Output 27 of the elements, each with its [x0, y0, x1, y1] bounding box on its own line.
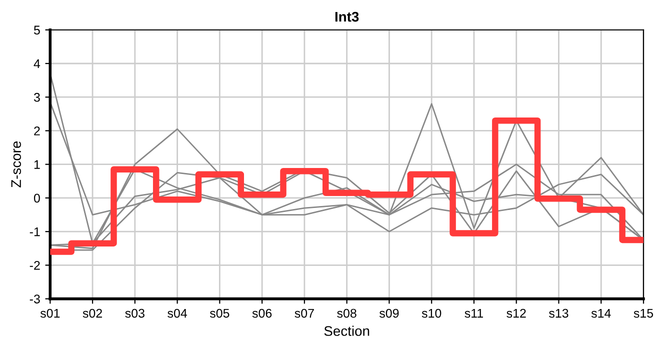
x-tick-label: s12 [506, 308, 526, 318]
x-tick-label: s10 [422, 308, 442, 318]
x-tick-label: s02 [82, 308, 102, 318]
y-tick-label: 4 [34, 59, 40, 68]
x-tick-label: s03 [125, 308, 144, 318]
x-tick-label: s08 [337, 308, 356, 318]
y-axis-title: Z-score [11, 141, 22, 188]
y-tick-label: 1 [34, 160, 40, 169]
y-tick-label: 0 [34, 194, 40, 203]
x-tick-label: s05 [210, 308, 230, 318]
x-tick-label: s15 [634, 308, 654, 318]
x-tick-label: s13 [549, 308, 568, 318]
y-tick-label: -1 [30, 228, 40, 236]
y-tick-label: 2 [34, 126, 40, 136]
x-axis-title: Section [324, 326, 370, 336]
x-tick-label: s04 [168, 308, 188, 318]
y-tick-label: -2 [30, 260, 40, 270]
x-tick-label: s06 [252, 308, 272, 318]
x-tick-label: s09 [379, 308, 399, 318]
y-tick-label: 5 [34, 26, 40, 35]
x-tick-label: s11 [464, 308, 483, 318]
x-tick-label: s14 [591, 308, 611, 318]
chart-title: Int3 [335, 12, 359, 22]
x-tick-label: s01 [40, 308, 60, 318]
y-tick-label: -3 [30, 294, 40, 304]
x-tick-label: s07 [294, 308, 314, 318]
y-tick-label: 3 [34, 92, 40, 102]
